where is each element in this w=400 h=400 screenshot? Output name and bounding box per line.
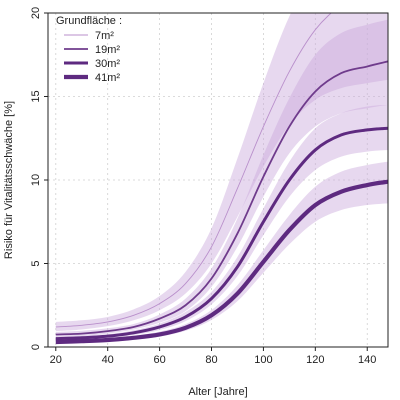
x-tick-label-6: 140: [358, 354, 376, 366]
x-tick-label-4: 100: [254, 354, 272, 366]
y-tick-label-4: 20: [30, 7, 42, 19]
x-tick-label-2: 60: [153, 354, 165, 366]
legend-item-0: 7m²: [64, 30, 114, 42]
legend-label-1: 19m²: [95, 44, 120, 56]
legend-label-3: 41m²: [95, 72, 120, 84]
confidence-band-1: [55, 19, 388, 337]
x-tick-label-3: 80: [205, 354, 217, 366]
x-tick-label-0: 20: [50, 354, 62, 366]
legend-label-2: 30m²: [95, 58, 120, 70]
legend-title: Grundfläche :: [56, 15, 122, 27]
confidence-band-3: [55, 161, 388, 344]
y-axis-label: Risiko für Vitalitätsschwäche [%]: [3, 101, 15, 259]
legend-item-2: 30m²: [64, 58, 120, 70]
series-line-3: [55, 179, 388, 345]
grid: [48, 12, 388, 348]
series-line-2: [55, 126, 388, 341]
series-lines: [55, 13, 388, 345]
y-tick-label-1: 5: [30, 260, 42, 266]
y-tick-label-3: 15: [30, 90, 42, 102]
legend-label-0: 7m²: [95, 30, 114, 42]
confidence-bands: [55, 13, 388, 344]
legend-item-1: 19m²: [64, 44, 120, 56]
x-axis-label: Alter [Jahre]: [188, 386, 247, 398]
series-line-0: [55, 13, 332, 328]
y-tick-label-2: 10: [30, 174, 42, 186]
y-tick-label-0: 0: [30, 344, 42, 350]
y-axis-ticks: 0 5 10 15 20: [30, 7, 48, 350]
x-tick-label-5: 120: [306, 354, 324, 366]
x-tick-label-1: 40: [102, 354, 114, 366]
confidence-band-0: [55, 13, 388, 332]
confidence-band-2: [55, 104, 388, 341]
x-axis-ticks: 20 40 60 80 100 120 140: [50, 347, 376, 366]
legend: Grundfläche : 7m² 19m² 30m² 41m²: [56, 15, 122, 84]
series-line-1: [55, 60, 388, 336]
legend-item-3: 41m²: [64, 72, 120, 84]
